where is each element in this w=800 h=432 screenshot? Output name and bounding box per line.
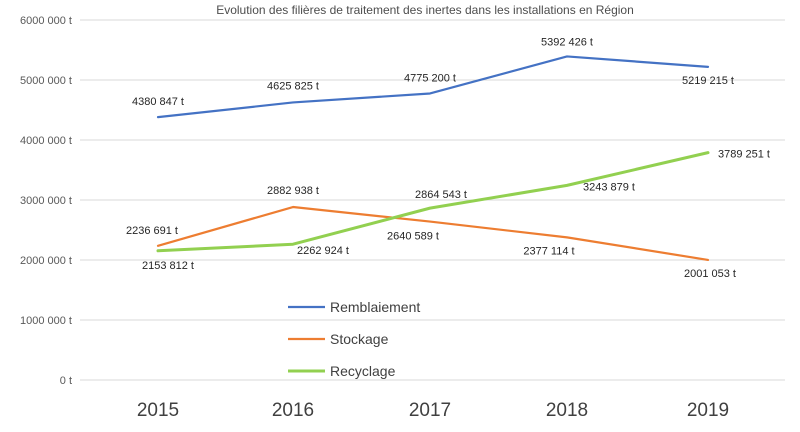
data-label-recyclage: 2864 543 t — [415, 189, 467, 201]
data-labels: 4380 847 t 4625 825 t 4775 200 t 5392 426 t… — [126, 36, 770, 279]
x-tick-label: 2016 — [272, 400, 314, 421]
x-tick-label: 2017 — [409, 400, 451, 421]
series-line-remblaiement — [156, 55, 710, 119]
y-tick-label: 2000 000 t — [20, 255, 72, 267]
y-tick-label: 1000 000 t — [20, 315, 72, 327]
legend-label-stockage: Stockage — [330, 331, 389, 347]
y-tick-label: 3000 000 t — [20, 195, 72, 207]
series-line-stockage — [156, 205, 710, 262]
data-label-remblaiement: 4775 200 t — [404, 72, 456, 84]
legend-label-remblaiement: Remblaiement — [330, 299, 420, 315]
series-line-recyclage — [156, 151, 710, 253]
data-label-remblaiement: 4625 825 t — [267, 80, 319, 92]
y-tick-label: 4000 000 t — [20, 135, 72, 147]
x-tick-label: 2015 — [137, 400, 179, 421]
legend-label-recyclage: Recyclage — [330, 363, 396, 379]
series-lines — [156, 55, 710, 262]
data-label-stockage: 2377 114 t — [523, 245, 574, 257]
data-label-recyclage: 2262 924 t — [297, 245, 349, 257]
data-label-remblaiement: 5219 215 t — [682, 75, 734, 87]
data-label-recyclage: 3243 879 t — [583, 181, 635, 193]
y-tick-label: 5000 000 t — [20, 75, 72, 87]
x-axis-tick-labels: 2015 2016 2017 2018 2019 — [137, 400, 729, 421]
data-label-recyclage: 3789 251 t — [718, 149, 770, 161]
data-label-recyclage: 2153 812 t — [142, 260, 194, 272]
x-tick-label: 2019 — [687, 400, 729, 421]
gridlines — [80, 19, 785, 381]
y-tick-label: 6000 000 t — [20, 15, 72, 27]
data-label-stockage: 2882 938 t — [267, 185, 319, 197]
data-label-stockage: 2640 589 t — [387, 231, 439, 243]
legend: Remblaiement Stockage Recyclage — [288, 299, 420, 379]
data-label-remblaiement: 5392 426 t — [541, 36, 593, 48]
y-tick-label: 0 t — [60, 375, 72, 387]
data-label-remblaiement: 4380 847 t — [132, 96, 184, 108]
data-label-stockage: 2236 691 t — [126, 225, 178, 237]
chart-title: Evolution des filières de traitement des… — [216, 3, 634, 17]
y-axis-tick-labels: 0 t 1000 000 t 2000 000 t 3000 000 t 4000 00… — [20, 15, 72, 387]
x-tick-label: 2018 — [546, 400, 588, 421]
data-label-stockage: 2001 053 t — [684, 268, 736, 280]
